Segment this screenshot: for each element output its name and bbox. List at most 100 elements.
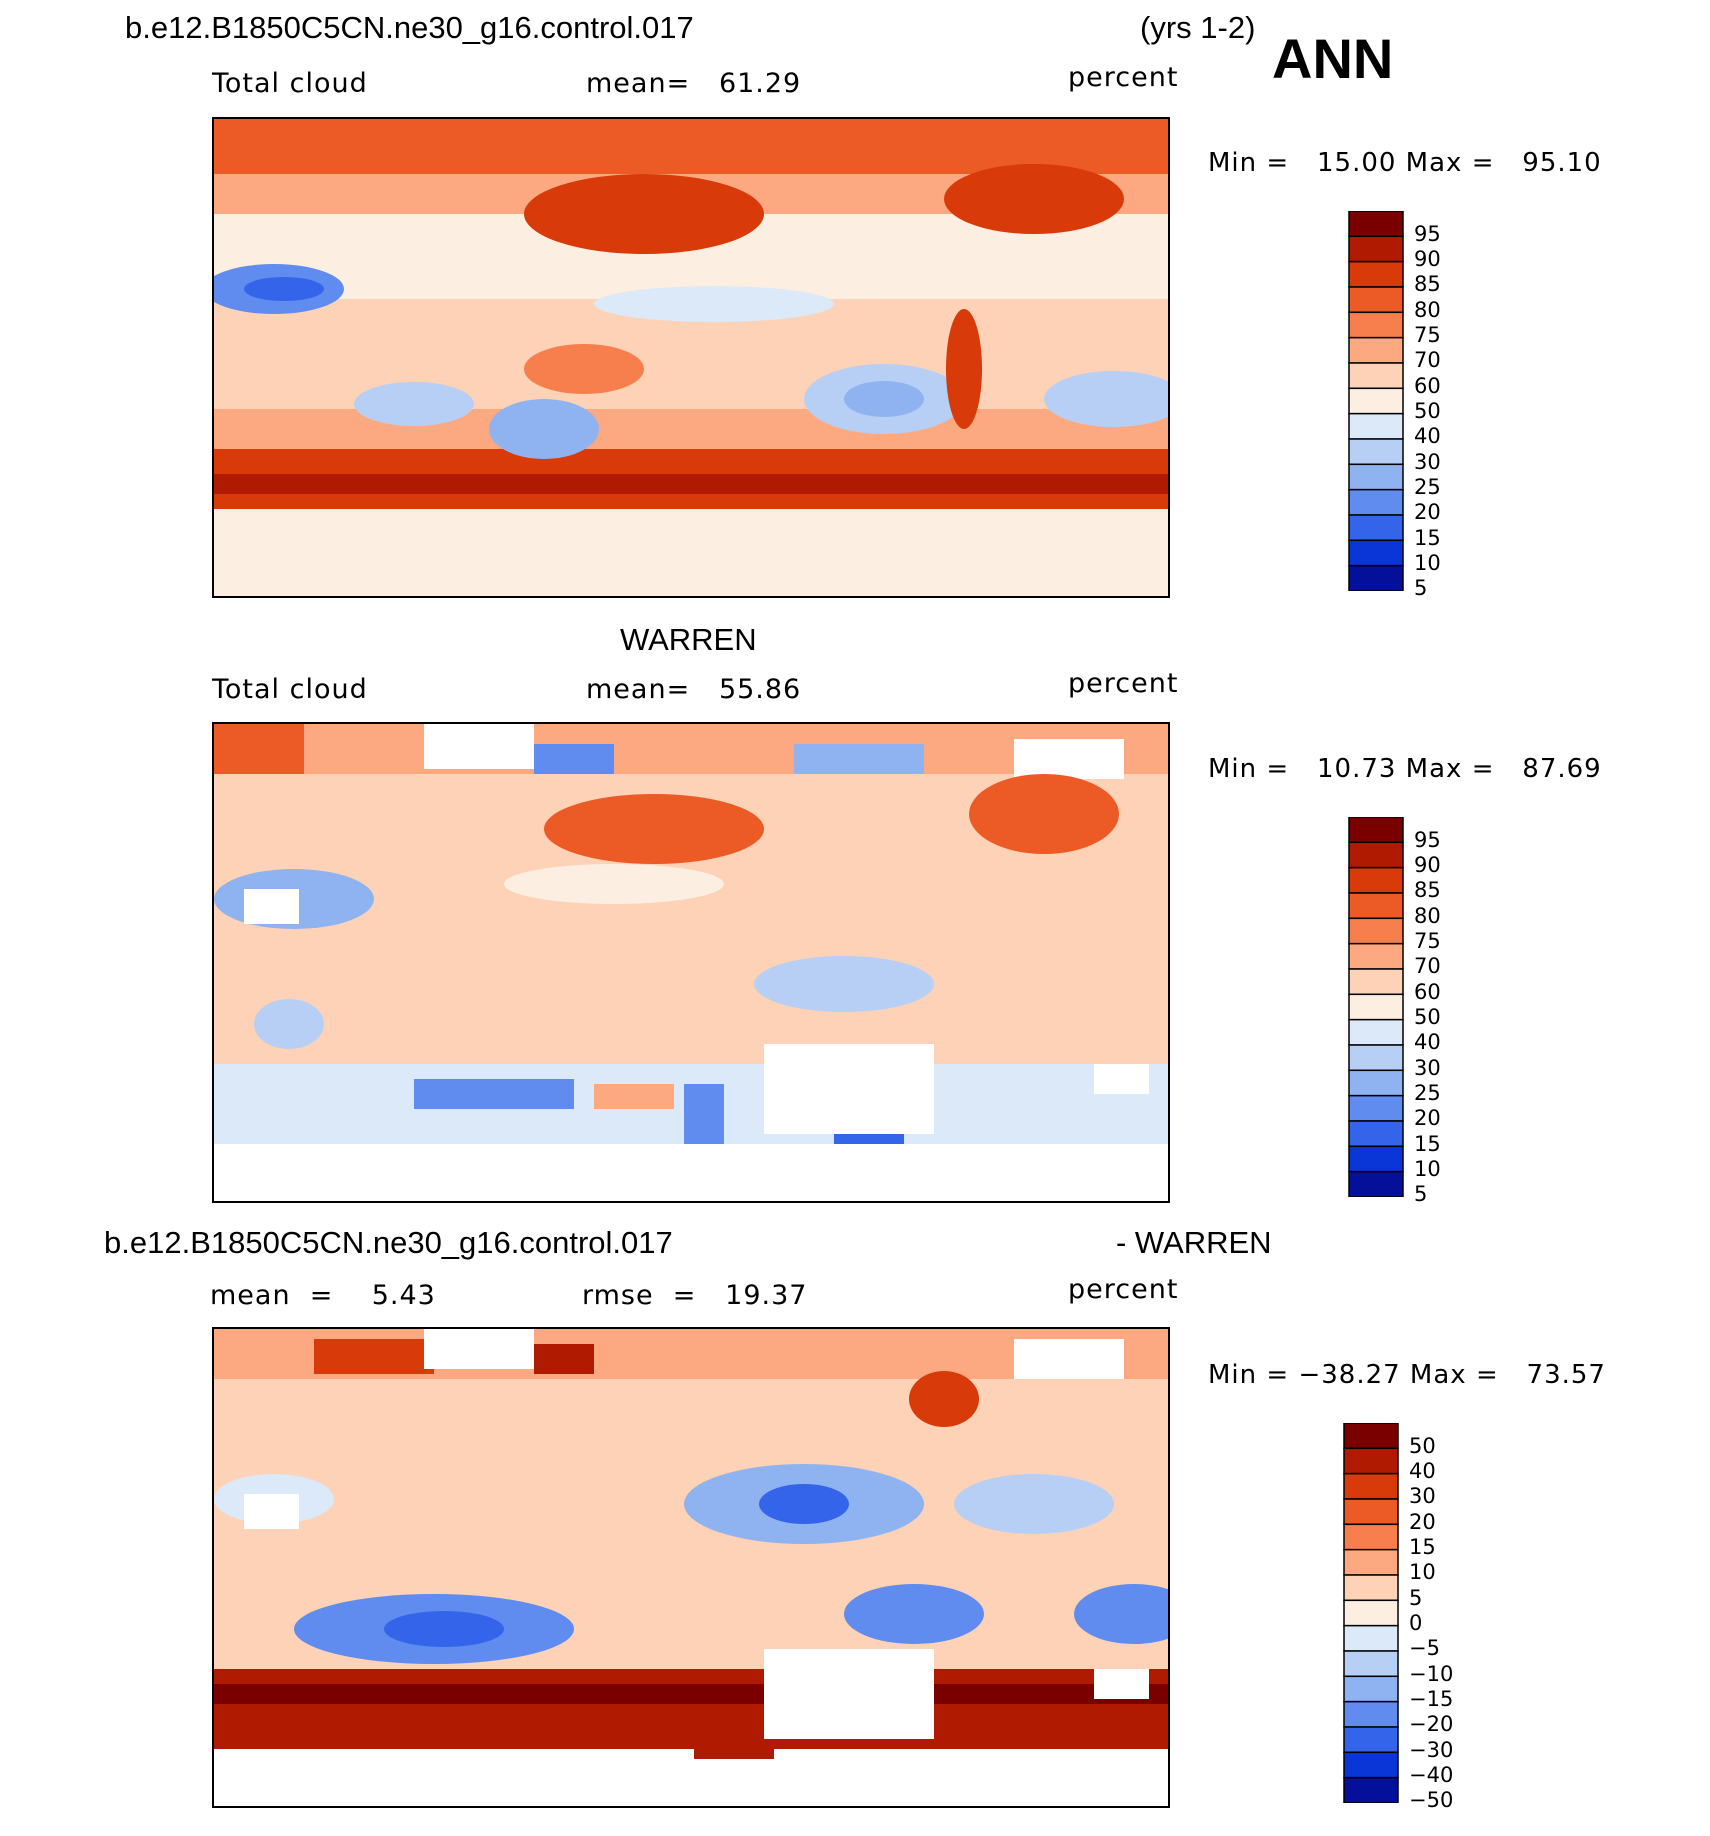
colorbar-tick-label: 40 — [1414, 424, 1441, 449]
colorbar-box — [1348, 463, 1404, 491]
colorbar-box — [1343, 1523, 1399, 1551]
colorbar-tick-label: 90 — [1414, 247, 1441, 271]
panel1-mean-label: mean= 61.29 — [586, 68, 802, 99]
map-panel-3 — [212, 1327, 1170, 1808]
panel3-minmax: Min = −38.27 Max = 73.57 — [1208, 1360, 1606, 1390]
panel3-mean-label: mean = 5.43 — [210, 1280, 436, 1311]
panel2-variable-label: Total cloud — [212, 674, 368, 705]
colorbar-box — [1348, 539, 1404, 567]
colorbar-tick-label: 15 — [1409, 1535, 1436, 1559]
colorbar-tick-label: 60 — [1414, 373, 1441, 398]
colorbar-box — [1348, 488, 1404, 516]
colorbar-box — [1348, 993, 1404, 1021]
colorbar-tick-label: 85 — [1414, 878, 1441, 903]
colorbar-box — [1343, 1624, 1399, 1652]
panel3-title-right: - WARREN — [1116, 1225, 1272, 1260]
colorbar-2: 95 90 85 80 75 70 60 50 40 30 25 20 15 10 5 — [1348, 816, 1468, 1206]
colorbar-tick-label: 50 — [1414, 1005, 1441, 1029]
colorbar-tick-label: 20 — [1409, 1509, 1436, 1534]
colorbar-box — [1348, 917, 1404, 945]
colorbar-tick-label: 25 — [1414, 475, 1441, 499]
colorbar-box — [1343, 1599, 1399, 1627]
colorbar-box — [1343, 1548, 1399, 1576]
colorbar-box — [1343, 1650, 1399, 1678]
colorbar-tick-label: −5 — [1409, 1636, 1440, 1661]
colorbar-tick-label: 0 — [1409, 1611, 1423, 1635]
colorbar-box — [1348, 235, 1404, 263]
colorbar-tick-label: 30 — [1414, 1055, 1441, 1080]
case-title: b.e12.B1850C5CN.ne30_g16.control.017 — [125, 10, 694, 45]
colorbar-box — [1348, 311, 1404, 339]
colorbar-tick-label: 80 — [1414, 903, 1441, 928]
colorbar-tick-label: 75 — [1414, 929, 1441, 953]
colorbar-tick-label: 20 — [1414, 1106, 1441, 1131]
colorbar-tick-label: 75 — [1414, 323, 1441, 347]
colorbar-box — [1343, 1422, 1399, 1450]
map-panel-1 — [212, 117, 1170, 598]
colorbar-tick-label: 30 — [1414, 449, 1441, 474]
colorbar-tick-label: 95 — [1414, 221, 1441, 246]
colorbar-tick-label: −30 — [1409, 1737, 1454, 1762]
panel2-title: WARREN — [620, 622, 757, 657]
colorbar-tick-label: 40 — [1409, 1459, 1436, 1483]
colorbar-box — [1348, 260, 1404, 288]
colorbar-tick-label: −10 — [1409, 1661, 1454, 1686]
colorbar-tick-label: 20 — [1414, 500, 1441, 525]
panel1-minmax: Min = 15.00 Max = 95.10 — [1208, 148, 1602, 178]
colorbar-box — [1343, 1447, 1399, 1475]
colorbar-tick-label: 15 — [1414, 525, 1441, 550]
colorbar-tick-label: 30 — [1409, 1484, 1436, 1509]
colorbar-box — [1348, 866, 1404, 894]
colorbar-box — [1348, 892, 1404, 920]
map-panel-2 — [212, 722, 1170, 1203]
colorbar-tick-label: 50 — [1414, 399, 1441, 423]
colorbar-box — [1348, 210, 1404, 238]
colorbar-tick-label: 5 — [1414, 1182, 1428, 1207]
season-label: ANN — [1272, 27, 1394, 90]
colorbar-box — [1348, 1018, 1404, 1046]
panel2-units-label: percent — [1068, 668, 1179, 699]
colorbar-3: 50 40 30 20 15 10 5 0 −5 −10 −15 −20 −30 −40 −50 — [1343, 1422, 1483, 1812]
colorbar-tick-label: 15 — [1414, 1131, 1441, 1156]
colorbar-box — [1348, 1145, 1404, 1173]
colorbar-box — [1348, 336, 1404, 364]
colorbar-tick-label: −15 — [1409, 1687, 1454, 1711]
colorbar-tick-label: 25 — [1414, 1081, 1441, 1105]
colorbar-box — [1343, 1574, 1399, 1602]
colorbar-tick-label: 60 — [1414, 979, 1441, 1004]
panel1-variable-label: Total cloud — [212, 68, 368, 99]
panel2-minmax: Min = 10.73 Max = 87.69 — [1208, 754, 1602, 784]
panel1-units-label: percent — [1068, 62, 1179, 93]
colorbar-tick-label: 85 — [1414, 272, 1441, 297]
colorbar-box — [1348, 1044, 1404, 1072]
colorbar-box — [1343, 1472, 1399, 1500]
colorbar-box — [1348, 387, 1404, 415]
colorbar-box — [1343, 1700, 1399, 1728]
colorbar-tick-label: 70 — [1414, 954, 1441, 979]
colorbar-tick-label: 90 — [1414, 853, 1441, 877]
colorbar-box — [1348, 841, 1404, 869]
colorbar-box — [1343, 1498, 1399, 1526]
colorbar-box — [1348, 942, 1404, 970]
colorbar-box — [1348, 1094, 1404, 1122]
panel3-units-label: percent — [1068, 1274, 1179, 1305]
colorbar-tick-label: 50 — [1409, 1433, 1436, 1458]
colorbar-box — [1348, 1069, 1404, 1097]
colorbar-tick-label: 10 — [1409, 1560, 1436, 1585]
panel3-title-left: b.e12.B1850C5CN.ne30_g16.control.017 — [104, 1225, 673, 1260]
colorbar-tick-label: 10 — [1414, 1157, 1441, 1181]
colorbar-box — [1348, 968, 1404, 996]
colorbar-tick-label: −40 — [1409, 1763, 1454, 1787]
colorbar-tick-label: 5 — [1409, 1585, 1423, 1610]
colorbar-box — [1348, 816, 1404, 844]
colorbar-box — [1348, 362, 1404, 390]
colorbar-2-boxes — [1348, 816, 1404, 1198]
panel2-mean-label: mean= 55.86 — [586, 674, 802, 705]
colorbar-tick-label: 70 — [1414, 348, 1441, 373]
colorbar-box — [1343, 1776, 1399, 1804]
colorbar-tick-label: −50 — [1409, 1788, 1454, 1813]
colorbar-tick-label: 5 — [1414, 576, 1428, 601]
colorbar-box — [1348, 1120, 1404, 1148]
colorbar-box — [1343, 1675, 1399, 1703]
colorbar-box — [1348, 564, 1404, 592]
